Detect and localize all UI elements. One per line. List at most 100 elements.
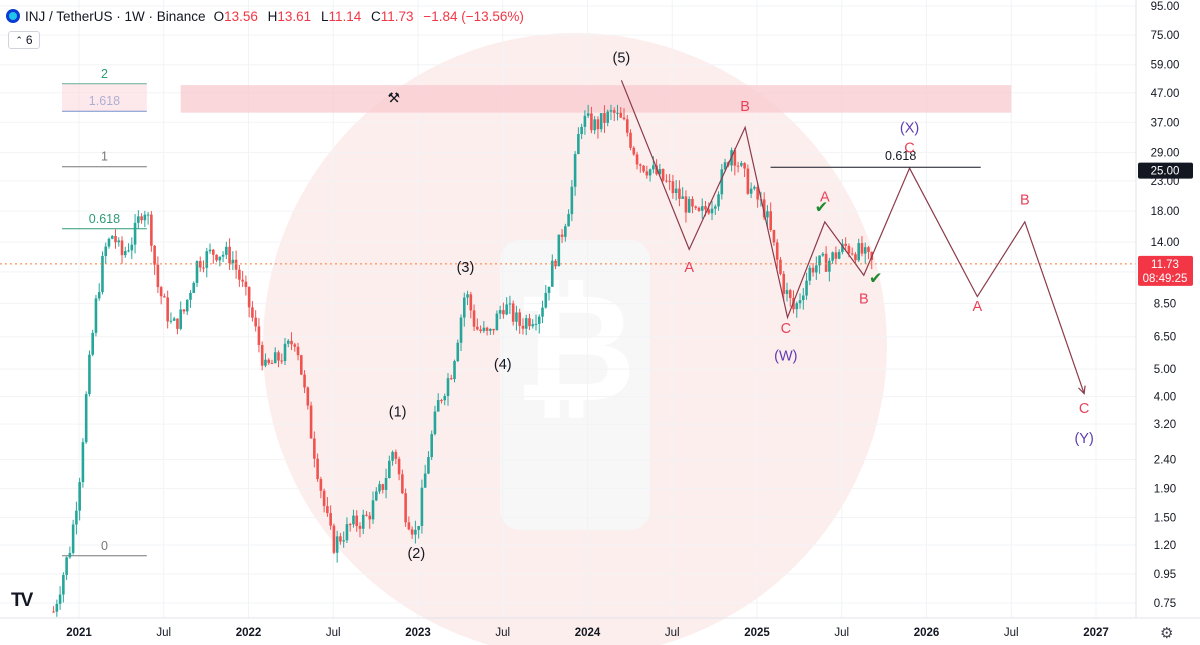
- gear-icon[interactable]: ⚙: [1160, 625, 1174, 642]
- candle-body: [146, 214, 150, 216]
- change-value: −1.84 (−13.56%): [423, 8, 524, 24]
- candle-body: [635, 154, 639, 165]
- candle-body: [482, 327, 486, 331]
- chevron-down-icon: ⌃: [15, 34, 23, 45]
- candle-body: [850, 253, 854, 255]
- candle-body: [453, 361, 456, 380]
- candle-body: [221, 254, 225, 257]
- fib-label: 0: [101, 539, 108, 553]
- target-price-label: 25.00: [1151, 166, 1180, 178]
- candle-body: [632, 147, 636, 155]
- tradingview-logo-icon[interactable]: TV: [11, 590, 33, 611]
- candle-body: [658, 169, 662, 175]
- candle-body: [326, 506, 329, 514]
- candle-body: [720, 169, 724, 195]
- candle-body: [280, 360, 284, 362]
- low-value: 11.14: [328, 8, 362, 24]
- candle-body: [661, 169, 665, 181]
- price-tick-label: 1.50: [1154, 513, 1176, 525]
- candle-body: [824, 253, 828, 272]
- candle-body: [257, 326, 261, 346]
- candle-body: [97, 292, 101, 299]
- price-tick-label: 95.00: [1151, 1, 1180, 13]
- candle-body: [358, 526, 362, 529]
- resistance-zone: [180, 85, 1012, 113]
- symbol-title[interactable]: INJ / TetherUS · 1W · Binance: [25, 8, 206, 24]
- candle-body: [306, 387, 310, 406]
- candle-body: [469, 294, 473, 311]
- candle-body: [335, 536, 339, 553]
- candle-body: [560, 234, 564, 237]
- wave-label: (Y): [1074, 431, 1093, 447]
- candle-body: [52, 611, 55, 613]
- close-label: C: [371, 8, 381, 24]
- candle-body: [733, 150, 737, 166]
- candle-body: [779, 259, 782, 274]
- candle-body: [863, 247, 867, 254]
- candle-body: [766, 211, 769, 218]
- candle-body: [238, 269, 241, 280]
- candle-body: [127, 250, 130, 252]
- candle-body: [449, 378, 453, 380]
- current-price-badge: [1138, 255, 1193, 286]
- candle-body: [854, 254, 857, 261]
- time-tick-label: 2022: [236, 627, 262, 639]
- candle-body: [795, 303, 799, 310]
- time-tick-label: 2021: [66, 627, 92, 639]
- candle-body: [788, 290, 792, 299]
- candle-body: [821, 253, 825, 256]
- candle-body: [531, 324, 535, 327]
- candle-body: [599, 113, 603, 130]
- indicator-count: 6: [25, 33, 33, 47]
- time-axis[interactable]: 2021 Jul 2022 Jul 2023 Jul 2024 Jul 2025 Jul 2026 J…: [0, 617, 1200, 639]
- candle-body: [371, 500, 375, 520]
- candle-body: [743, 163, 746, 169]
- watermark-bottle: [500, 240, 650, 530]
- candle-body: [674, 188, 678, 194]
- wave-label: B: [859, 292, 869, 308]
- candle-body: [202, 267, 205, 269]
- candle-body: [541, 307, 544, 317]
- candle-body: [511, 303, 515, 322]
- candle-body: [185, 299, 189, 312]
- price-axis[interactable]: 95.00 75.00 59.00 47.00 37.00 29.00 23.00 18.00…: [1135, 0, 1193, 618]
- price-tick-label: 4.00: [1154, 392, 1176, 404]
- candle-body: [120, 240, 124, 256]
- candle-body: [384, 477, 388, 490]
- candle-body: [837, 251, 841, 259]
- projection-polyline: [620, 80, 1085, 394]
- candle-body: [704, 206, 707, 210]
- candle-body: [495, 313, 499, 331]
- wave-label: (5): [613, 51, 631, 67]
- candle-body: [521, 325, 525, 329]
- candle-body: [570, 186, 574, 215]
- candle-body: [828, 260, 831, 272]
- candle-body: [355, 515, 359, 527]
- candle-body: [316, 458, 319, 480]
- candle-body: [476, 326, 479, 330]
- countdown-label: 08:49:25: [1143, 273, 1188, 285]
- candle-body: [137, 216, 140, 223]
- candle-body: [652, 165, 655, 170]
- candle-body: [247, 287, 251, 308]
- indicators-toggle[interactable]: ⌃ 6: [8, 31, 40, 49]
- time-tick-label: Jul: [665, 627, 680, 639]
- candle-body: [498, 310, 502, 314]
- candle-body: [847, 245, 851, 254]
- candle-body: [430, 434, 433, 458]
- candle-body: [218, 256, 222, 261]
- candle-body: [260, 345, 264, 366]
- candle-body: [244, 281, 248, 288]
- candle-body: [410, 529, 414, 535]
- candle-body: [150, 214, 153, 246]
- candle-body: [143, 214, 147, 221]
- high-value: 13.61: [277, 8, 312, 24]
- candle-body: [818, 255, 821, 266]
- candle-body: [88, 354, 91, 395]
- candle-body: [586, 113, 590, 116]
- wave-label: A: [973, 299, 983, 315]
- time-tick-label: 2027: [1083, 627, 1109, 639]
